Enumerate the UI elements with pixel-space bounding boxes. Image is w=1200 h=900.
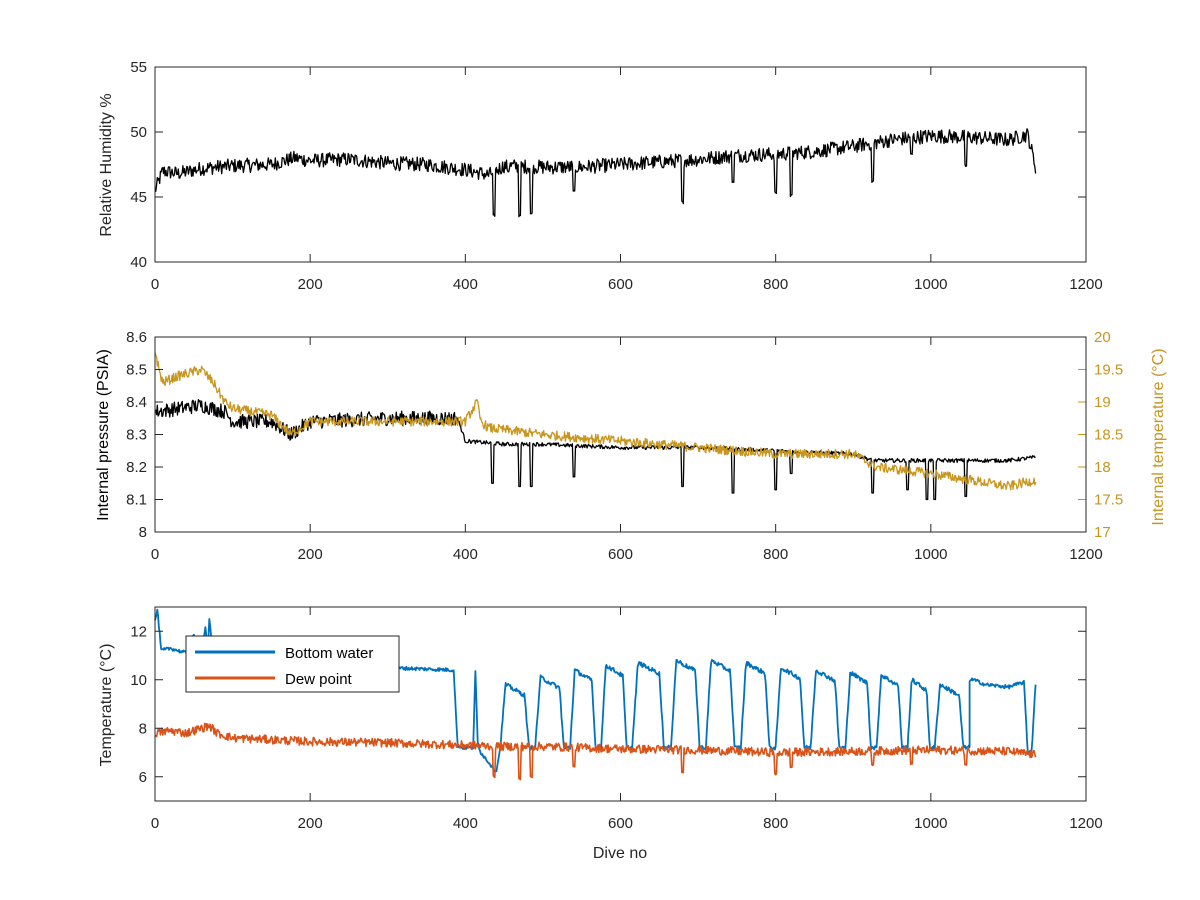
x-tick-label: 1000 <box>914 546 947 563</box>
panel-pressure: Internal pressure (PSIA) Internal temper… <box>95 329 1167 563</box>
y-tick-label: 10 <box>130 672 147 689</box>
y-tick-label-right: 19.5 <box>1094 362 1123 379</box>
y-tick-label-right: 17.5 <box>1094 492 1123 509</box>
x-tick-label: 200 <box>298 276 323 293</box>
panel-temperature-axes-box <box>154 606 1087 802</box>
y-tick-label-right: 19 <box>1094 394 1111 411</box>
y-tick-label: 12 <box>130 623 147 640</box>
x-tick-label: 600 <box>608 815 633 832</box>
panel-pressure-ylabel-right: Internal temperature (°C) <box>1150 348 1167 525</box>
y-tick-label: 8.4 <box>126 394 147 411</box>
legend-label-dew-point: Dew point <box>285 671 353 688</box>
x-tick-label: 200 <box>298 815 323 832</box>
panel-humidity-series <box>154 128 1037 218</box>
y-tick-label: 8.5 <box>126 362 147 379</box>
dew-point-line <box>154 722 1037 781</box>
y-tick-label-right: 18 <box>1094 459 1111 476</box>
x-tick-label: 400 <box>453 546 478 563</box>
internal-temperature-line <box>154 352 1037 491</box>
panel-temperature-ylabel: Temperature (°C) <box>98 644 115 767</box>
y-tick-label: 8 <box>139 524 147 541</box>
x-tick-label: 800 <box>763 815 788 832</box>
panel-temperature-xlabel: Dive no <box>593 845 647 862</box>
x-tick-label: 1200 <box>1069 815 1102 832</box>
y-tick-label-right: 17 <box>1094 524 1111 541</box>
x-tick-label: 200 <box>298 546 323 563</box>
y-tick-label-right: 18.5 <box>1094 427 1123 444</box>
x-tick-label: 0 <box>151 276 159 293</box>
x-tick-label: 600 <box>608 546 633 563</box>
y-tick-label: 6 <box>139 769 147 786</box>
x-tick-label: 600 <box>608 276 633 293</box>
x-tick-label: 400 <box>453 815 478 832</box>
humidity-line <box>154 128 1037 218</box>
x-tick-label: 1200 <box>1069 546 1102 563</box>
x-tick-label: 1200 <box>1069 276 1102 293</box>
x-tick-label: 800 <box>763 276 788 293</box>
y-tick-label: 8 <box>139 720 147 737</box>
y-tick-label-right: 20 <box>1094 329 1111 346</box>
y-tick-label: 55 <box>130 59 147 76</box>
x-tick-label: 1000 <box>914 276 947 293</box>
panel-temperature-ticks: 0 200 400 600 800 1000 1200 6 8 10 12 <box>130 607 1103 832</box>
y-tick-label: 8.3 <box>126 427 147 444</box>
x-tick-label: 0 <box>151 546 159 563</box>
y-tick-label: 45 <box>130 189 147 206</box>
y-tick-label: 40 <box>130 254 147 271</box>
panel-humidity-ticks: 0 200 400 600 800 1000 1200 40 45 50 55 <box>130 59 1102 293</box>
y-tick-label: 50 <box>130 124 147 141</box>
panel-pressure-series <box>154 352 1037 501</box>
y-tick-label: 8.2 <box>126 459 147 476</box>
legend-box <box>185 635 400 693</box>
y-tick-label: 8.6 <box>126 329 147 346</box>
panel-humidity-ylabel: Relative Humidity % <box>98 93 115 236</box>
x-tick-label: 1000 <box>914 815 947 832</box>
legend: Bottom water Dew point <box>185 635 400 693</box>
x-tick-label: 800 <box>763 546 788 563</box>
x-tick-label: 400 <box>453 276 478 293</box>
panel-pressure-ticks: 0 200 400 600 800 1000 1200 8 8.1 8.2 8.3 8.4 8.5 8.6… <box>126 329 1123 563</box>
panel-humidity-axes-box <box>154 66 1087 263</box>
panel-pressure-axes-box <box>154 336 1087 533</box>
x-tick-label: 0 <box>151 815 159 832</box>
panel-temperature: Temperature (°C) 0 200 400 600 800 1000 1200 6 8… <box>98 606 1103 862</box>
y-tick-label: 8.1 <box>126 492 147 509</box>
legend-label-bottom-water: Bottom water <box>285 645 373 662</box>
panel-humidity: Relative Humidity % 0 200 400 600 800 1000 120… <box>98 59 1103 293</box>
panel-pressure-ylabel: Internal pressure (PSIA) <box>95 349 112 521</box>
